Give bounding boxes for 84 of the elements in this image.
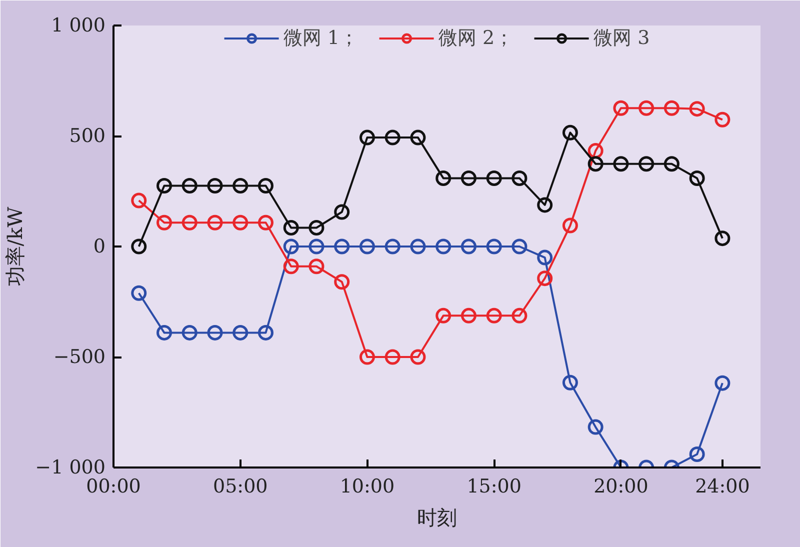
point bbox=[562, 374, 578, 390]
point bbox=[207, 178, 223, 194]
point bbox=[664, 156, 680, 172]
point bbox=[308, 220, 324, 236]
point bbox=[689, 170, 705, 186]
point bbox=[283, 258, 299, 274]
point bbox=[410, 130, 426, 146]
point bbox=[182, 214, 198, 230]
point bbox=[410, 238, 426, 254]
point bbox=[207, 214, 223, 230]
point bbox=[232, 178, 248, 194]
point bbox=[283, 238, 299, 254]
point bbox=[613, 156, 629, 172]
y-axis-title: 功率/kW bbox=[3, 206, 28, 286]
point bbox=[460, 170, 476, 186]
point bbox=[156, 178, 172, 194]
x-tick-label: 00:00 bbox=[86, 476, 141, 498]
point bbox=[714, 112, 730, 128]
point bbox=[436, 308, 452, 324]
point bbox=[384, 349, 400, 365]
x-tick-label: 20:00 bbox=[594, 476, 648, 498]
point bbox=[638, 100, 654, 116]
legend-label: 微网 1； bbox=[283, 26, 358, 51]
point bbox=[232, 214, 248, 230]
point bbox=[460, 238, 476, 254]
point bbox=[156, 324, 172, 340]
point bbox=[613, 100, 629, 116]
y-tick-label: −1 000 bbox=[35, 456, 106, 478]
legend-label: 微网 3 bbox=[594, 26, 650, 51]
point bbox=[638, 156, 654, 172]
point bbox=[334, 238, 350, 254]
point bbox=[486, 238, 502, 254]
point bbox=[537, 270, 553, 286]
x-tick-label: 15:00 bbox=[466, 476, 522, 498]
point bbox=[512, 170, 528, 186]
point bbox=[664, 100, 680, 116]
point bbox=[512, 238, 528, 254]
y-tick-label: 500 bbox=[69, 125, 106, 147]
point bbox=[258, 214, 274, 230]
point bbox=[131, 192, 147, 208]
point bbox=[562, 218, 578, 234]
y-tick-label: 1 000 bbox=[51, 14, 106, 36]
point bbox=[258, 324, 274, 340]
point bbox=[359, 238, 375, 254]
point bbox=[258, 178, 274, 194]
point bbox=[714, 375, 730, 391]
point bbox=[410, 349, 426, 365]
point bbox=[131, 238, 147, 254]
point bbox=[232, 324, 248, 340]
point bbox=[334, 204, 350, 220]
x-tick-label: 24:00 bbox=[695, 476, 750, 498]
y-tick-label: −500 bbox=[53, 346, 106, 368]
point bbox=[562, 124, 578, 140]
point bbox=[207, 324, 223, 340]
point bbox=[588, 156, 604, 172]
x-tick-label: 10:00 bbox=[340, 476, 395, 498]
point bbox=[334, 274, 350, 290]
point bbox=[308, 258, 324, 274]
point bbox=[486, 170, 502, 186]
point bbox=[156, 214, 172, 230]
x-axis-title: 时刻 bbox=[417, 506, 457, 530]
point bbox=[308, 238, 324, 254]
point bbox=[359, 349, 375, 365]
point bbox=[689, 101, 705, 117]
point bbox=[384, 238, 400, 254]
x-tick-label: 05:00 bbox=[212, 476, 268, 498]
point bbox=[436, 238, 452, 254]
point bbox=[537, 197, 553, 213]
point bbox=[512, 308, 528, 324]
point bbox=[588, 419, 604, 435]
point bbox=[283, 220, 299, 236]
point bbox=[537, 250, 553, 266]
point bbox=[714, 230, 730, 246]
point bbox=[182, 178, 198, 194]
point bbox=[131, 285, 147, 301]
y-tick-label: 0 bbox=[93, 236, 106, 258]
point bbox=[460, 308, 476, 324]
point bbox=[486, 308, 502, 324]
point bbox=[384, 130, 400, 146]
point bbox=[182, 324, 198, 340]
legend-label: 微网 2； bbox=[438, 26, 514, 51]
point bbox=[359, 130, 375, 146]
point bbox=[689, 446, 705, 462]
point bbox=[436, 170, 452, 186]
